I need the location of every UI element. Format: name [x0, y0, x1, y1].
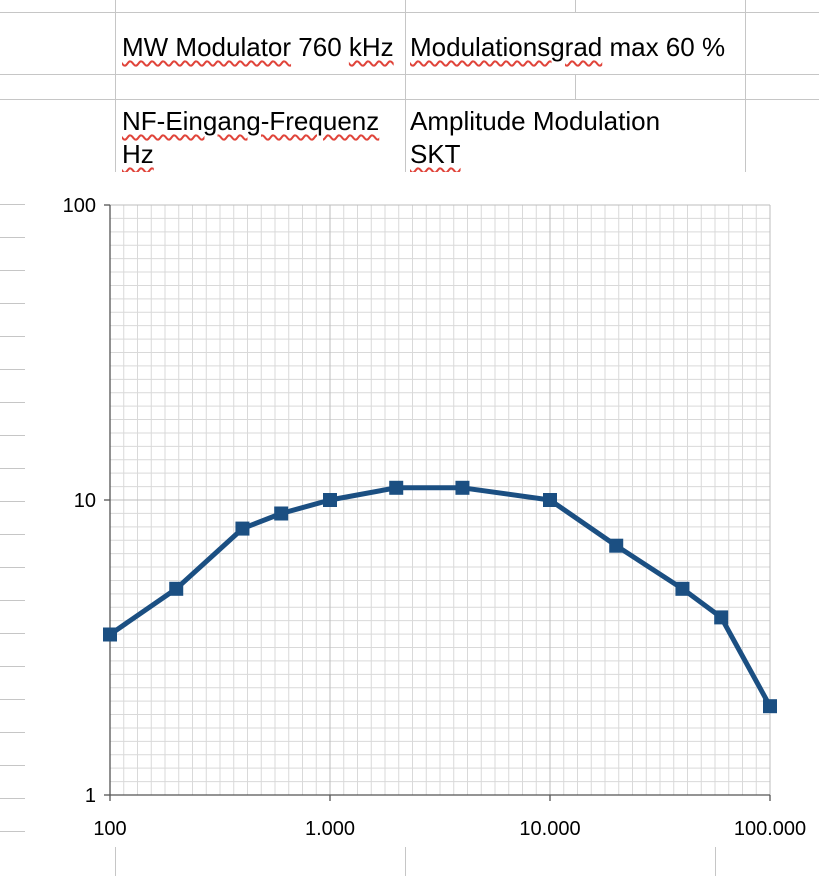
cell-x-unit[interactable]: Hz: [122, 139, 154, 169]
sheet-gridline: [405, 847, 406, 876]
data-point-marker[interactable]: [714, 610, 729, 625]
sheet-gridline: [0, 732, 25, 733]
data-point-marker[interactable]: [389, 480, 404, 495]
sheet-gridline: [0, 402, 25, 403]
sheet-gridline: [0, 435, 25, 436]
sheet-gridline: [0, 765, 25, 766]
cell-text: Amplitude Modulation: [410, 106, 661, 136]
misspelled-word: NF-Eingang-Frequenz: [122, 106, 380, 136]
chart-grid: [109, 204, 771, 796]
sheet-gridline: [0, 600, 25, 601]
sheet-gridline: [0, 567, 25, 568]
sheet-gridline: [0, 699, 25, 700]
misspelled-word: kHz: [348, 32, 394, 62]
sheet-gridline: [0, 99, 819, 100]
series-markers[interactable]: [103, 480, 777, 714]
data-point-marker[interactable]: [323, 493, 337, 507]
sheet-gridline: [0, 270, 25, 271]
axis-labels: 100 1.000 10.000 100.000 1 10 100: [63, 195, 807, 840]
sheet-gridline: [0, 831, 25, 832]
chart-axes: [104, 204, 771, 801]
misspelled-word: Modulationsgrad: [410, 32, 603, 62]
cell-text: 760: [291, 32, 349, 62]
x-axis-tick-label: 100: [93, 818, 126, 840]
x-axis-tick-label: 1.000: [305, 818, 355, 840]
sheet-gridline: [0, 369, 25, 370]
data-point-marker[interactable]: [763, 699, 777, 714]
sheet-gridline: [0, 303, 25, 304]
cell-text: max 60 %: [602, 32, 726, 62]
data-point-marker[interactable]: [543, 493, 557, 507]
data-point-marker[interactable]: [235, 521, 250, 536]
misspelled-word: SKT: [410, 139, 461, 169]
sheet-gridline: [115, 847, 116, 876]
x-axis-tick-label: 100.000: [734, 818, 806, 840]
x-axis-tick-label: 10.000: [519, 818, 580, 840]
sheet-gridline: [0, 501, 25, 502]
y-axis-tick-label: 10: [74, 490, 96, 512]
sheet-gridline: [0, 204, 25, 205]
data-point-marker[interactable]: [103, 627, 117, 642]
cell-x-meaning[interactable]: NF-Eingang-Frequenz: [122, 106, 379, 136]
cell-y-meaning[interactable]: Amplitude Modulation: [410, 106, 660, 136]
data-point-marker[interactable]: [609, 538, 624, 553]
sheet-gridline: [115, 0, 116, 177]
data-point-marker[interactable]: [274, 506, 289, 521]
sheet-gridline: [0, 74, 819, 75]
sheet-gridline: [0, 12, 819, 13]
sheet-gridline: [0, 336, 25, 337]
data-point-marker[interactable]: [455, 480, 470, 495]
sheet-gridline: [745, 0, 746, 177]
sheet-gridline: [715, 847, 716, 876]
y-axis-tick-label: 1: [85, 785, 96, 807]
sheet-gridline: [0, 534, 25, 535]
data-point-marker[interactable]: [675, 581, 690, 596]
misspelled-word: MW Modulator: [122, 32, 292, 62]
cell-title-right[interactable]: Modulationsgrad max 60 %: [410, 32, 725, 62]
sheet-gridline: [0, 633, 25, 634]
sheet-gridline: [0, 468, 25, 469]
sheet-gridline: [0, 798, 25, 799]
misspelled-word: Hz: [122, 139, 154, 169]
cell-title-left[interactable]: MW Modulator 760 kHz: [122, 32, 394, 62]
chart-background: [25, 172, 819, 845]
sheet-gridline: [0, 237, 25, 238]
sheet-gridline: [405, 0, 406, 177]
sheet-gridline: [575, 74, 576, 99]
data-point-marker[interactable]: [169, 581, 184, 596]
cell-y-unit[interactable]: SKT: [410, 139, 461, 169]
y-axis-tick-label: 100: [63, 195, 96, 217]
sheet-gridline: [575, 0, 576, 12]
sheet-gridline: [0, 666, 25, 667]
